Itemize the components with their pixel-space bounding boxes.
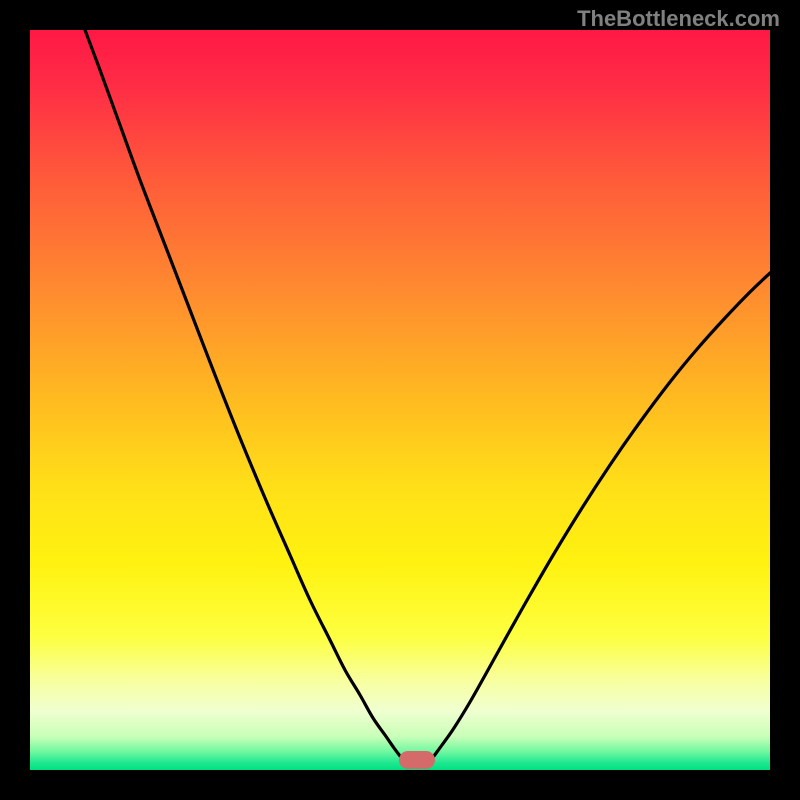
gradient-and-curve-svg bbox=[30, 30, 770, 770]
chart-canvas: TheBottleneck.com bbox=[0, 0, 800, 800]
watermark-text: TheBottleneck.com bbox=[577, 6, 780, 32]
gradient-background bbox=[30, 30, 770, 770]
bottleneck-marker bbox=[399, 751, 435, 769]
plot-area bbox=[30, 30, 770, 770]
